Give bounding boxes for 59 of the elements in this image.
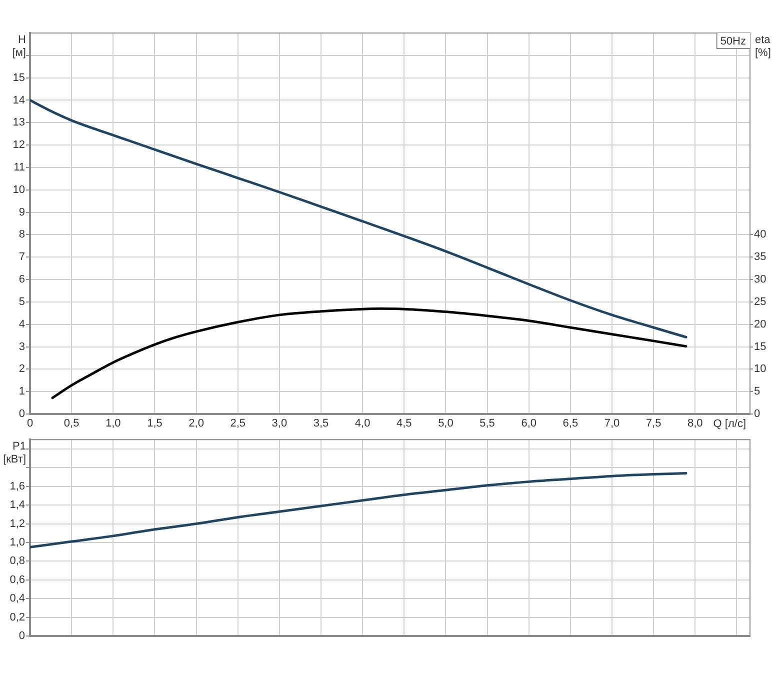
y-tick-label: 14 [12,94,25,106]
y-tick-label: 0 [18,630,25,642]
line-series [30,472,688,548]
x-tick-label: 4,5 [396,418,412,430]
y2-tick-label: 40 [754,228,766,241]
y-tick-label: 5 [18,296,25,308]
y-tick-label: 0,6 [10,574,25,586]
y-tick-label: 7 [18,251,25,264]
x-tick-label: 3,0 [272,418,288,430]
line-series [51,307,688,400]
y2-tick-label: 0 [754,408,760,420]
y2-tick-label: 5 [754,386,760,398]
y-tick-label: 9 [18,206,25,218]
x-axis-title: Q [л/с] [713,418,746,430]
y2-tick-label: 15 [754,340,766,353]
x-tick-label: 5,0 [438,418,454,430]
x-tick-label: 1,0 [105,418,121,430]
y-tick-label: 10 [12,184,25,196]
y-tick-label: 1,0 [10,536,25,549]
y2-tick-label: 20 [754,318,766,330]
y-axis-title: P1 [кВт] [3,440,26,466]
annotation: 50Hz [720,36,746,48]
x-tick-label: 5,5 [480,418,495,430]
line-series [30,98,688,338]
y-tick-label: 1,4 [10,499,25,512]
y-tick-label: 1,6 [10,480,25,492]
x-tick-label: 0 [26,418,34,430]
y-tick-label: 0,4 [10,592,25,605]
y2-tick-label: 35 [754,251,766,264]
y-tick-label: 8 [18,228,25,241]
y2-tick-label: 30 [754,274,766,286]
x-tick-label: 7,0 [604,418,620,430]
y-tick-label: 11 [14,162,25,174]
y-tick-label: 1,2 [10,518,25,530]
y2-tick-label: 25 [754,296,766,308]
x-tick-label: 6,0 [521,418,536,430]
y-tick-label: 1 [18,386,25,398]
y-tick-label: 0,2 [10,611,25,624]
y2-axis-title: eta [%] [755,34,772,60]
x-tick-label: 1,5 [147,418,162,430]
y-tick-label: 6 [18,274,25,286]
x-tick-label: 4,0 [354,418,370,430]
x-tick-label: 3,5 [313,418,329,430]
y-tick-label: 2 [18,363,25,376]
y-tick-label: 0,8 [10,555,25,568]
y-tick-label: 15 [12,72,25,84]
y-tick-label: 4 [18,318,25,330]
x-tick-label: 0,5 [64,418,80,430]
x-tick-label: 8,0 [687,418,703,430]
y2-tick-label: 10 [754,363,766,376]
x-tick-label: 6,5 [562,418,578,430]
y-tick-label: 0 [18,408,25,420]
y-tick-label: 3 [18,340,25,353]
x-tick-label: 7,5 [646,418,662,430]
y-tick-label: 13 [12,116,25,129]
x-tick-label: 2,0 [188,418,204,430]
x-tick-label: 2,5 [230,418,246,430]
y-tick-label: 12 [12,139,25,152]
y-axis-title: H [м] [12,34,26,60]
